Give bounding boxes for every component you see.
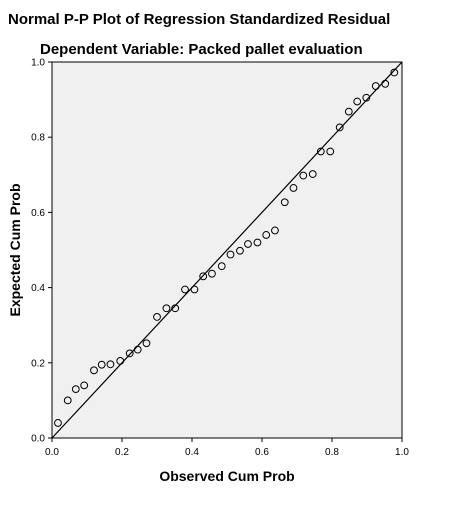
data-point xyxy=(262,231,271,239)
x-tick-label: 0.6 xyxy=(255,447,269,458)
data-point xyxy=(97,360,106,369)
data-point xyxy=(362,93,371,102)
data-points xyxy=(54,68,399,427)
y-tick-label: 1.0 xyxy=(31,58,45,69)
x-axis: 0.0 0.2 0.4 0.6 0.8 1.0 xyxy=(45,438,409,458)
data-point xyxy=(371,82,380,90)
data-point xyxy=(344,107,353,116)
data-point xyxy=(280,198,289,207)
data-point xyxy=(153,313,161,321)
data-point xyxy=(190,285,199,294)
data-point xyxy=(217,262,226,271)
data-point xyxy=(316,147,325,156)
data-point xyxy=(271,226,279,235)
data-point xyxy=(236,246,244,255)
data-point xyxy=(244,240,252,248)
x-tick-label: 0.8 xyxy=(325,447,339,458)
chart-subtitle: Dependent Variable: Packed pallet evalua… xyxy=(40,41,363,58)
data-point xyxy=(54,419,62,427)
y-tick-label: 0.2 xyxy=(31,358,45,369)
x-tick-label: 0.2 xyxy=(115,447,129,458)
reference-line xyxy=(51,61,403,439)
data-point xyxy=(299,171,308,180)
data-point xyxy=(71,385,80,394)
y-tick-label: 0.0 xyxy=(31,434,45,445)
data-point xyxy=(289,184,298,192)
data-point xyxy=(162,304,171,313)
y-tick-label: 0.8 xyxy=(31,133,45,144)
y-tick-label: 0.4 xyxy=(31,283,45,294)
chart-title: Normal P-P Plot of Regression Standardiz… xyxy=(8,11,390,28)
data-point xyxy=(63,396,72,405)
x-tick-label: 1.0 xyxy=(395,447,409,458)
data-point xyxy=(142,339,151,348)
data-point xyxy=(335,123,344,132)
data-point xyxy=(106,360,115,369)
data-point xyxy=(226,250,235,259)
x-tick-label: 0.4 xyxy=(185,447,199,458)
y-tick-label: 0.6 xyxy=(31,208,45,219)
data-point xyxy=(353,97,362,106)
data-point xyxy=(171,304,180,313)
data-point xyxy=(390,68,399,77)
data-point xyxy=(125,349,134,358)
data-point xyxy=(133,345,142,354)
data-point xyxy=(308,170,317,178)
data-point xyxy=(80,381,89,390)
data-point xyxy=(116,357,125,365)
x-axis-label: Observed Cum Prob xyxy=(159,468,294,484)
data-point xyxy=(181,285,189,294)
data-point xyxy=(253,238,262,247)
x-tick-label: 0.0 xyxy=(45,447,59,458)
data-point xyxy=(208,269,216,278)
y-axis: 0.0 0.2 0.4 0.6 0.8 1.0 xyxy=(31,58,52,445)
data-point xyxy=(199,272,208,281)
data-point xyxy=(381,79,390,88)
y-axis-label: Expected Cum Prob xyxy=(7,183,23,316)
data-point xyxy=(90,366,98,375)
data-point xyxy=(326,147,335,156)
